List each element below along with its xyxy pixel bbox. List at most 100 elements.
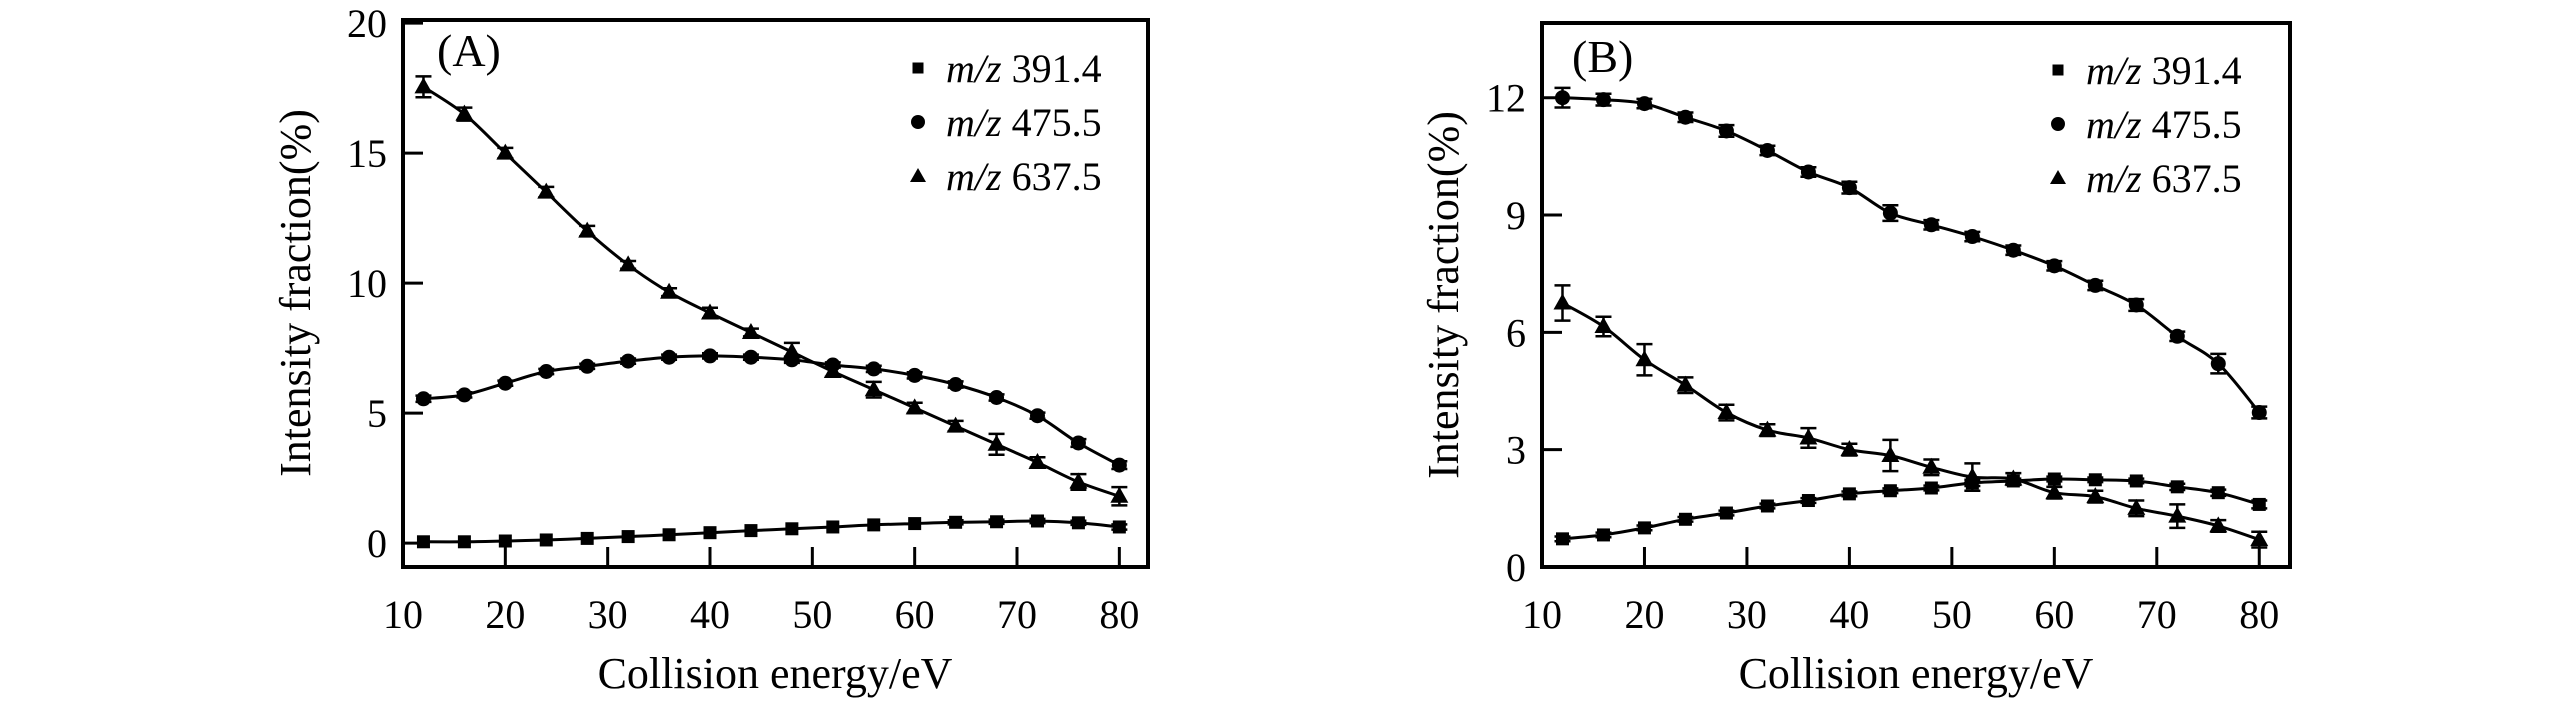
data-point-marker-circle <box>2169 328 2185 344</box>
data-point-marker-square <box>703 526 717 540</box>
data-point-marker-square <box>1596 528 1610 542</box>
data-point-marker-triangle <box>1758 420 1777 437</box>
data-point-marker-circle <box>456 387 472 403</box>
x-tick-label: 50 <box>792 592 832 637</box>
data-point-marker-circle <box>989 389 1005 405</box>
y-tick-label: 15 <box>347 131 387 176</box>
data-point-marker-circle <box>1718 123 1734 139</box>
x-tick-label: 30 <box>588 592 628 637</box>
data-point-marker-square <box>2170 480 2184 494</box>
data-point-marker-square <box>539 533 553 547</box>
data-point-marker-triangle <box>537 182 556 199</box>
x-axis-title: Collision energy/eV <box>1739 649 2094 698</box>
data-point-marker-circle <box>2251 405 2267 421</box>
y-tick-label: 0 <box>367 521 387 566</box>
data-point-marker-square <box>498 534 512 548</box>
data-point-marker-circle <box>1111 457 1127 473</box>
data-point-marker-circle <box>948 376 964 392</box>
data-point-marker-circle <box>1964 229 1980 245</box>
data-point-marker-triangle <box>496 143 515 160</box>
data-point-marker-triangle <box>2086 487 2105 504</box>
legend-marker-triangle <box>910 168 926 182</box>
data-point-marker-triangle <box>2127 498 2146 515</box>
data-point-marker-triangle <box>2168 506 2187 523</box>
data-point-marker-triangle <box>1881 446 1900 463</box>
data-point-marker-square <box>1071 516 1085 530</box>
y-tick-label: 0 <box>1506 545 1526 590</box>
legend-marker-triangle <box>2050 170 2066 184</box>
data-point-marker-circle <box>1841 180 1857 196</box>
series-line <box>1561 301 2260 542</box>
data-point-marker-triangle <box>2045 483 2064 500</box>
series-square <box>1554 472 2268 546</box>
y-axis: 0 5 10 15 20 <box>347 1 423 566</box>
data-point-marker-square <box>990 515 1004 529</box>
series-line <box>1562 477 2260 541</box>
x-tick-label: 50 <box>1932 592 1972 637</box>
data-point-marker-triangle <box>578 221 597 238</box>
data-point-marker-square <box>1719 506 1733 520</box>
plot-frame <box>401 18 1150 569</box>
x-tick-label: 10 <box>383 592 423 637</box>
data-point-marker-square <box>2211 486 2225 500</box>
data-point-marker-square <box>785 522 799 536</box>
data-point-marker-circle <box>866 361 882 377</box>
y-tick-label: 3 <box>1506 428 1526 473</box>
data-point-marker-square <box>1030 514 1044 528</box>
data-point-marker-circle <box>415 391 431 407</box>
legend-label: m/z 391.4 <box>2086 48 2242 93</box>
data-point-marker-triangle <box>2004 469 2023 486</box>
data-point-marker-triangle <box>1799 428 1818 445</box>
legend-marker-circle <box>2051 117 2065 131</box>
data-point-marker-square <box>416 535 430 549</box>
y-tick-label: 6 <box>1506 310 1526 355</box>
data-point-marker-square <box>1112 520 1126 534</box>
legend-label: m/z 637.5 <box>946 154 1102 199</box>
series-triangle <box>1553 284 2269 549</box>
data-point-marker-triangle <box>1635 350 1654 367</box>
legend: m/z 391.4 m/z 475.5 m/z 637.5 <box>2050 48 2242 201</box>
data-point-marker-square <box>744 524 758 538</box>
y-tick-label: 10 <box>347 261 387 306</box>
y-axis: 0 3 6 9 12 <box>1486 76 1562 590</box>
data-point-marker-triangle <box>414 77 433 94</box>
x-tick-label: 70 <box>997 592 1037 637</box>
x-tick-label: 70 <box>2137 592 2177 637</box>
data-point-marker-circle <box>2087 277 2103 293</box>
data-point-marker-square <box>1883 484 1897 498</box>
y-tick-label: 20 <box>347 1 387 46</box>
data-point-marker-triangle <box>1922 457 1941 474</box>
data-point-marker-circle <box>1070 435 1086 451</box>
data-point-marker-square <box>457 535 471 549</box>
data-point-marker-circle <box>1677 109 1693 125</box>
x-tick-label: 30 <box>1727 592 1767 637</box>
data-point-marker-circle <box>579 358 595 374</box>
data-point-marker-triangle <box>1594 316 1613 333</box>
data-point-marker-triangle <box>455 104 474 121</box>
legend-marker-circle <box>911 115 925 129</box>
data-point-marker-square <box>2088 473 2102 487</box>
data-point-marker-circle <box>497 375 513 391</box>
data-point-marker-square <box>1924 481 1938 495</box>
data-point-marker-triangle <box>1963 467 1982 484</box>
legend-item: m/z 391.4 <box>912 46 1102 91</box>
data-point-marker-triangle <box>823 361 842 378</box>
x-axis: 10 20 30 40 50 60 70 80 <box>1522 547 2279 637</box>
data-point-marker-square <box>621 530 635 544</box>
x-tick-label: 40 <box>690 592 730 637</box>
x-tick-label: 80 <box>2239 592 2279 637</box>
legend: m/z 391.4 m/z 475.5 m/z 637.5 <box>910 46 1102 199</box>
legend-item: m/z 475.5 <box>2051 102 2242 147</box>
data-point-marker-triangle <box>619 255 638 272</box>
data-point-marker-square <box>908 517 922 531</box>
data-point-marker-triangle <box>864 380 883 397</box>
legend-label: m/z 637.5 <box>2086 156 2242 201</box>
data-point-marker-circle <box>2046 258 2062 274</box>
data-point-marker-triangle <box>1069 472 1088 489</box>
series-circle <box>1554 86 2268 421</box>
data-point-marker-triangle <box>701 303 720 320</box>
data-point-marker-square <box>1801 494 1815 508</box>
data-point-marker-square <box>1760 499 1774 513</box>
legend-item: m/z 637.5 <box>910 154 1102 199</box>
